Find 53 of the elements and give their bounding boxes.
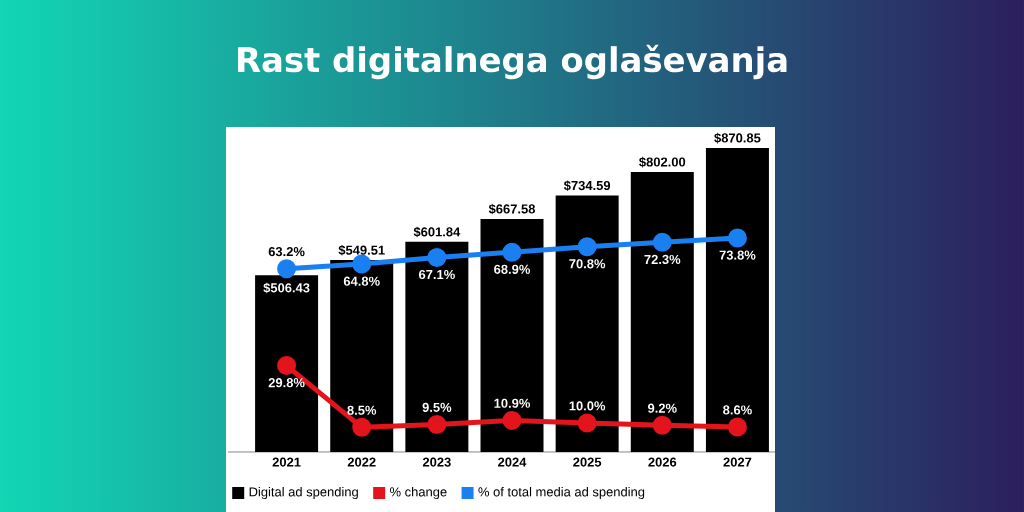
bar xyxy=(330,260,394,452)
data-label: 72.3% xyxy=(644,254,681,265)
data-label: $870.85 xyxy=(714,132,761,144)
data-label: 67.1% xyxy=(418,269,455,280)
bar xyxy=(405,241,469,452)
legend-label: % change xyxy=(390,486,447,500)
x-tick-label: 2021 xyxy=(272,457,301,467)
point xyxy=(727,417,747,437)
point xyxy=(502,242,522,262)
point xyxy=(577,237,597,257)
point xyxy=(502,410,522,430)
data-label: $506.43 xyxy=(263,282,310,294)
bar xyxy=(705,147,769,452)
data-label: 64.8% xyxy=(343,276,380,286)
legend-label: Digital ad spending xyxy=(249,486,358,500)
data-label: 8.5% xyxy=(347,405,377,415)
data-label: $549.51 xyxy=(338,245,385,256)
point xyxy=(727,228,747,248)
bar xyxy=(480,218,544,452)
data-label: 10.0% xyxy=(569,401,606,411)
x-tick-label: 2026 xyxy=(648,457,677,467)
bar xyxy=(630,171,694,452)
point xyxy=(277,259,297,279)
data-label: $802.00 xyxy=(639,156,686,168)
data-label: 63.2% xyxy=(268,247,305,257)
point xyxy=(427,414,447,434)
data-label: 9.5% xyxy=(422,402,452,412)
x-tick-label: 2025 xyxy=(573,457,602,467)
point xyxy=(277,356,297,376)
data-label: 70.8% xyxy=(569,259,606,269)
point xyxy=(652,415,672,435)
data-label: 10.9% xyxy=(494,398,531,408)
point xyxy=(652,232,672,252)
bar xyxy=(555,195,619,452)
data-label: $667.58 xyxy=(488,203,536,215)
point xyxy=(427,247,447,267)
data-label: 29.8% xyxy=(268,378,305,388)
data-label: $601.84 xyxy=(413,226,461,238)
data-label: 73.8% xyxy=(719,250,756,260)
x-tick-label: 2027 xyxy=(723,457,752,467)
point xyxy=(352,254,372,274)
x-tick-label: 2024 xyxy=(498,457,527,467)
legend-label: % of total media ad spending xyxy=(478,486,645,500)
x-tick-label: 2022 xyxy=(347,457,376,467)
x-tick-label: 2023 xyxy=(422,457,451,467)
data-label: 68.9% xyxy=(494,264,531,274)
point xyxy=(352,417,372,437)
point xyxy=(577,413,597,433)
data-label: $734.59 xyxy=(563,180,611,191)
bar xyxy=(255,275,319,452)
data-label: 9.2% xyxy=(647,403,677,413)
data-label: 8.6% xyxy=(723,405,752,415)
chart-title: Rast digitalnega oglaševanja xyxy=(238,44,787,80)
